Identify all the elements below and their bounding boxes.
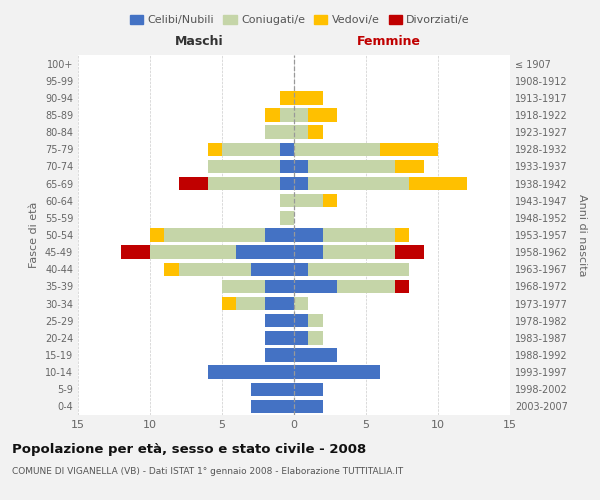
Bar bbox=[294, 142, 380, 156]
Bar bbox=[280, 108, 294, 122]
Y-axis label: Fasce di età: Fasce di età bbox=[29, 202, 39, 268]
Bar bbox=[121, 246, 150, 259]
Bar bbox=[222, 142, 280, 156]
Bar bbox=[236, 297, 265, 310]
Legend: Celibi/Nubili, Coniugati/e, Vedovi/e, Divorziati/e: Celibi/Nubili, Coniugati/e, Vedovi/e, Di… bbox=[125, 10, 475, 30]
Bar bbox=[380, 142, 438, 156]
Bar bbox=[265, 126, 294, 139]
Bar bbox=[395, 246, 424, 259]
Bar bbox=[337, 280, 395, 293]
Bar bbox=[164, 262, 179, 276]
Bar bbox=[150, 228, 164, 241]
Bar bbox=[251, 400, 294, 413]
Bar bbox=[265, 331, 294, 344]
Bar bbox=[280, 160, 294, 173]
Bar bbox=[280, 177, 294, 190]
Bar bbox=[308, 314, 323, 328]
Bar bbox=[294, 228, 323, 241]
Bar bbox=[294, 280, 337, 293]
Bar bbox=[294, 160, 308, 173]
Bar bbox=[294, 91, 323, 104]
Text: Popolazione per età, sesso e stato civile - 2008: Popolazione per età, sesso e stato civil… bbox=[12, 442, 366, 456]
Bar bbox=[395, 228, 409, 241]
Bar bbox=[294, 382, 323, 396]
Bar bbox=[208, 366, 294, 379]
Bar bbox=[294, 246, 323, 259]
Bar bbox=[395, 160, 424, 173]
Bar bbox=[294, 126, 308, 139]
Bar bbox=[265, 108, 280, 122]
Bar bbox=[308, 331, 323, 344]
Bar bbox=[265, 314, 294, 328]
Y-axis label: Anni di nascita: Anni di nascita bbox=[577, 194, 587, 276]
Bar bbox=[280, 194, 294, 207]
Bar bbox=[308, 126, 323, 139]
Bar bbox=[294, 331, 308, 344]
Bar bbox=[280, 91, 294, 104]
Bar bbox=[294, 297, 308, 310]
Bar bbox=[294, 400, 323, 413]
Bar bbox=[208, 177, 280, 190]
Bar bbox=[265, 297, 294, 310]
Bar bbox=[222, 280, 265, 293]
Bar bbox=[251, 382, 294, 396]
Bar bbox=[308, 108, 337, 122]
Bar bbox=[409, 177, 467, 190]
Bar bbox=[280, 142, 294, 156]
Bar bbox=[395, 280, 409, 293]
Bar bbox=[294, 366, 380, 379]
Text: Femmine: Femmine bbox=[357, 35, 421, 48]
Bar bbox=[236, 246, 294, 259]
Bar bbox=[280, 211, 294, 224]
Bar bbox=[308, 262, 409, 276]
Bar bbox=[179, 262, 251, 276]
Bar bbox=[179, 177, 208, 190]
Text: Maschi: Maschi bbox=[175, 35, 223, 48]
Bar bbox=[323, 228, 395, 241]
Bar bbox=[251, 262, 294, 276]
Bar bbox=[150, 246, 236, 259]
Bar bbox=[308, 177, 409, 190]
Bar bbox=[323, 246, 395, 259]
Bar bbox=[265, 280, 294, 293]
Bar bbox=[294, 262, 308, 276]
Bar bbox=[294, 177, 308, 190]
Text: COMUNE DI VIGANELLA (VB) - Dati ISTAT 1° gennaio 2008 - Elaborazione TUTTITALIA.: COMUNE DI VIGANELLA (VB) - Dati ISTAT 1°… bbox=[12, 468, 403, 476]
Bar bbox=[294, 108, 308, 122]
Bar bbox=[208, 142, 222, 156]
Bar bbox=[294, 314, 308, 328]
Bar bbox=[294, 348, 337, 362]
Bar bbox=[164, 228, 265, 241]
Bar bbox=[265, 228, 294, 241]
Bar bbox=[308, 160, 395, 173]
Bar bbox=[222, 297, 236, 310]
Bar bbox=[265, 348, 294, 362]
Bar bbox=[294, 194, 323, 207]
Bar bbox=[208, 160, 280, 173]
Bar bbox=[323, 194, 337, 207]
